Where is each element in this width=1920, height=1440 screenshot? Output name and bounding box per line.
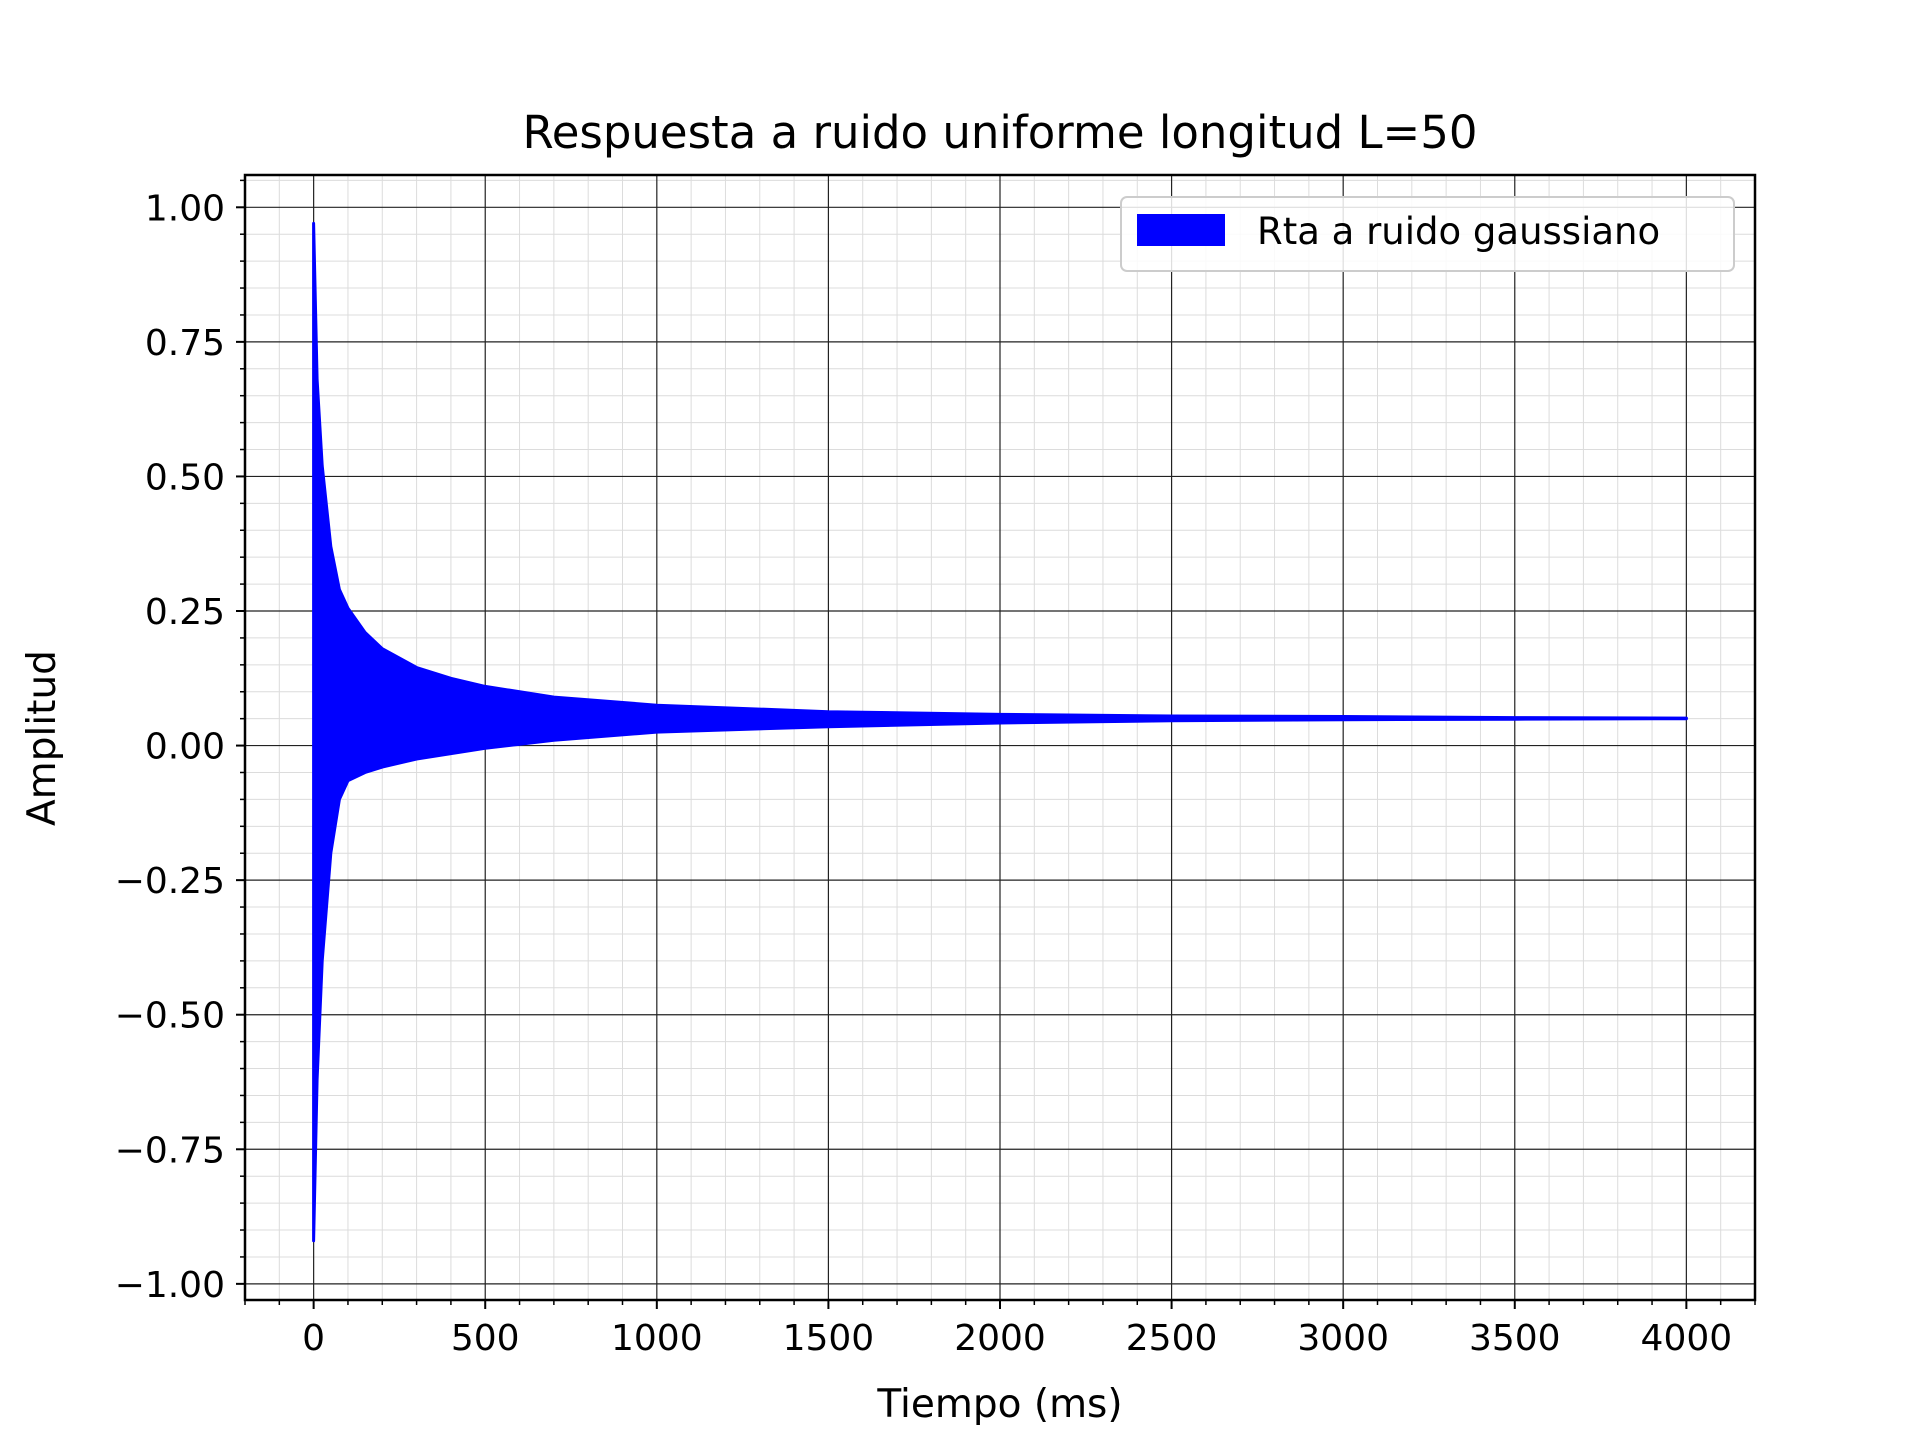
legend: Rta a ruido gaussiano (1120, 196, 1735, 272)
y-tick-label: 0.25 (145, 592, 225, 633)
x-tick-label: 0 (302, 1318, 325, 1359)
x-tick-label: 3500 (1469, 1318, 1561, 1359)
legend-box (1120, 196, 1735, 272)
series-0-signal (312, 221, 1688, 1243)
x-tick-label: 1000 (611, 1318, 703, 1359)
x-tick-label: 2000 (954, 1318, 1046, 1359)
y-tick-label: 1.00 (145, 188, 225, 229)
y-tick-label: −0.50 (115, 996, 225, 1037)
y-tick-label: −0.25 (115, 861, 225, 902)
chart-title: Respuesta a ruido uniforme longitud L=50 (522, 106, 1477, 159)
x-tick-label: 3000 (1297, 1318, 1389, 1359)
x-tick-label: 2500 (1126, 1318, 1218, 1359)
legend-label: Rta a ruido gaussiano (1257, 210, 1660, 253)
axis-tick-labels: 0 500 1000 1500 2000 2500 3000 3500 4000 1.00 0.75… (115, 188, 1733, 1359)
y-tick-label: −1.00 (115, 1265, 225, 1306)
x-axis-label: Tiempo (ms) (876, 1382, 1122, 1427)
y-tick-label: −0.75 (115, 1130, 225, 1171)
legend-swatch (1137, 214, 1225, 246)
x-tick-label: 4000 (1641, 1318, 1733, 1359)
y-tick-label: 0.00 (145, 727, 225, 768)
y-tick-label: 0.75 (145, 323, 225, 364)
x-tick-label: 1500 (783, 1318, 875, 1359)
y-tick-label: 0.50 (145, 457, 225, 498)
series-layer (312, 221, 1688, 1243)
x-tick-label: 500 (451, 1318, 520, 1359)
y-axis-label: Amplitud (20, 650, 65, 826)
axis-ticks (236, 179, 1756, 1309)
